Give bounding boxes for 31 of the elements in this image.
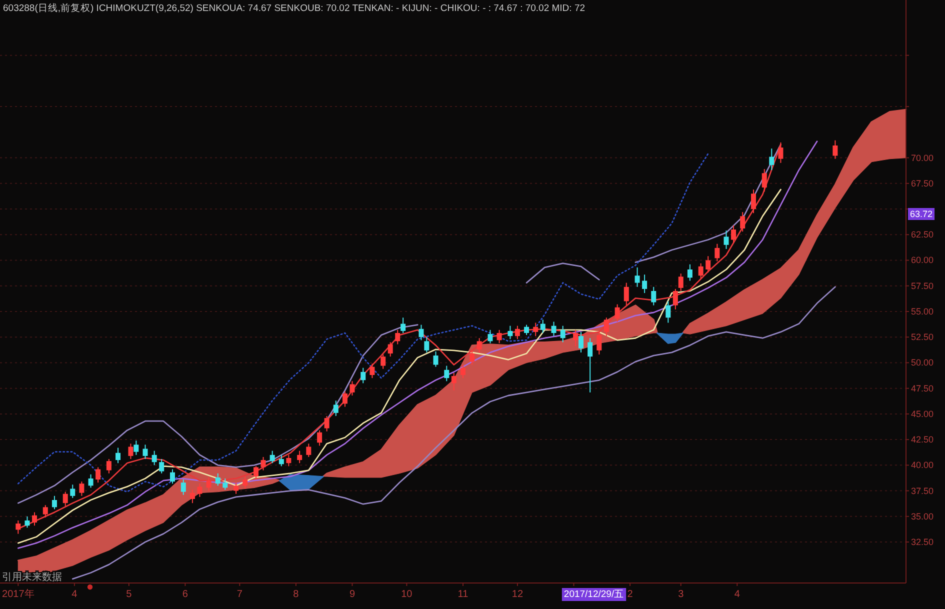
y-tick-label: 35.00 (911, 511, 934, 522)
y-tick-label: 70.00 (911, 152, 934, 163)
x-tick-label: 3 (678, 589, 684, 600)
x-tick-label: 7 (236, 589, 242, 600)
y-tick-label: 57.50 (911, 280, 934, 291)
y-tick-label: 52.50 (911, 332, 934, 342)
y-tick-label: 50.00 (911, 358, 934, 368)
x-tick-label: 2 (627, 589, 633, 600)
y-tick-label: 42.50 (911, 434, 934, 445)
y-tick-label: 40.00 (911, 460, 934, 470)
x-tick-label: 8 (293, 589, 299, 600)
y-tick-label: 47.50 (911, 383, 934, 394)
x-tick-label: 4 (734, 589, 740, 600)
x-tick-label: 12 (512, 589, 524, 600)
crosshair-price: 63.72 (908, 208, 935, 220)
y-tick-label: 37.50 (911, 486, 934, 496)
y-tick-label: 45.00 (911, 408, 934, 419)
y-tick-label: 67.50 (911, 178, 934, 188)
x-tick-label: 9 (349, 589, 356, 600)
x-tick-label: 2017年 (2, 589, 34, 600)
y-tick-label: 32.50 (911, 537, 934, 548)
title: 603288(日线,前复权) ICHIMOKUZT(9,26,52) SENKOUA: 74.67 SENKOUB: 70.02 TENKAN: - KIJUN: - CHIKOU: - : 74.67 : 70.02 MID: 72 (3, 3, 586, 14)
x-tick-label: 4 (72, 589, 78, 600)
x-tick-label: 10 (401, 589, 412, 600)
x-tick-label: 5 (126, 589, 132, 600)
y-tick-label: 62.50 (911, 230, 934, 240)
y-tick-label: 60.00 (911, 255, 934, 266)
crosshair-date: 2017/12/29/五 (562, 588, 626, 601)
x-tick-label: 11 (458, 589, 468, 600)
y-tick-label: 55.00 (911, 306, 934, 316)
x-tick-label: 6 (182, 589, 188, 600)
